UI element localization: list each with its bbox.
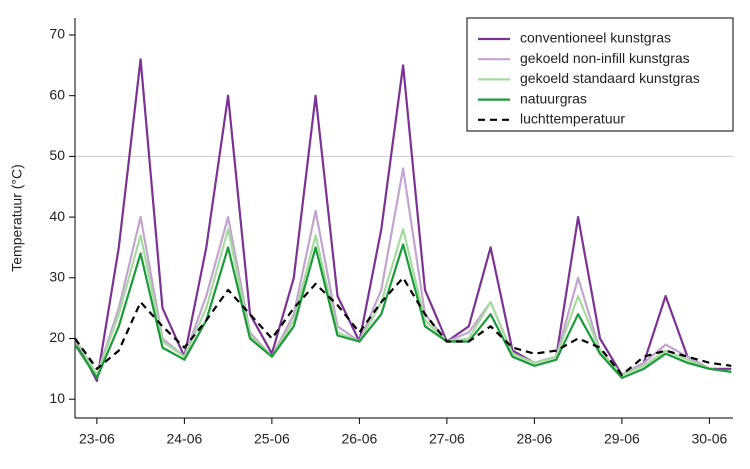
y-tick-label: 70 <box>49 26 65 42</box>
y-tick-label: 60 <box>49 86 65 102</box>
x-tick-label: 26-06 <box>341 431 377 447</box>
x-tick-label: 28-06 <box>516 431 552 447</box>
series-line <box>74 167 732 376</box>
y-tick-label: 50 <box>49 147 65 163</box>
legend-label: natuurgras <box>520 90 587 106</box>
legend-label: conventioneel kunstgras <box>520 30 671 46</box>
x-tick-label: 24-06 <box>166 431 202 447</box>
legend-label: luchttemperatuur <box>520 111 625 127</box>
y-tick-label: 10 <box>49 390 65 406</box>
x-tick-label: 25-06 <box>254 431 290 447</box>
y-axis-label: Temperatuur (°C) <box>9 164 25 272</box>
series-line <box>74 276 732 376</box>
legend-box <box>466 17 734 132</box>
x-tick-label: 30-06 <box>691 431 727 447</box>
x-tick-label: 29-06 <box>604 431 640 447</box>
y-tick-label: 40 <box>49 208 65 224</box>
legend-label: gekoeld standaard kunstgras <box>520 70 700 86</box>
y-tick-label: 20 <box>49 329 65 345</box>
series-line <box>74 243 732 379</box>
x-tick-label: 27-06 <box>429 431 465 447</box>
x-tick-label: 23-06 <box>79 431 115 447</box>
y-tick-label: 30 <box>49 268 65 284</box>
legend-label: gekoeld non-infill kunstgras <box>520 50 690 66</box>
